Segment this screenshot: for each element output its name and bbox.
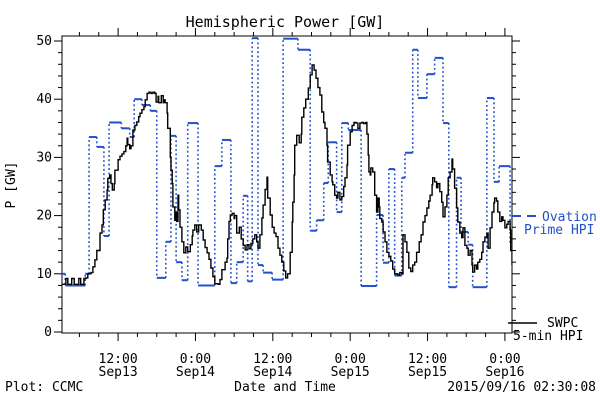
legend-ovation: Ovation Prime HPI	[512, 210, 597, 238]
x-tick-label-time: 0:00	[489, 352, 520, 367]
swpc-series	[62, 64, 512, 285]
y-tick-label: 40	[36, 92, 52, 107]
plot-timestamp: 2015/09/16 02:30:08	[447, 380, 596, 395]
x-axis-ticks: 12:00Sep130:00Sep1412:00Sep140:00Sep1512…	[78, 28, 524, 380]
y-axis-ticks: 0 10 20 30 40 50	[36, 34, 520, 340]
y-tick-label: 50	[36, 34, 52, 49]
legend-ovation-label-line1: Ovation	[542, 210, 597, 225]
x-tick-label-time: 0:00	[335, 352, 366, 367]
x-tick-label-time: 12:00	[408, 352, 447, 367]
x-tick-label-date: Sep15	[408, 365, 447, 380]
chart-title: Hemispheric Power [GW]	[186, 13, 385, 31]
y-tick-label: 0	[44, 325, 52, 340]
legend-swpc-label-line1: SWPC	[547, 316, 578, 331]
plot-box	[61, 35, 513, 334]
y-tick-label: 20	[36, 209, 52, 224]
y-axis-label: P [GW]	[4, 162, 19, 209]
x-tick-label-date: Sep13	[99, 365, 138, 380]
x-tick-label-date: Sep15	[331, 365, 370, 380]
plot-credit: Plot: CCMC	[5, 380, 83, 395]
y-tick-label: 10	[36, 267, 52, 282]
x-tick-label-time: 12:00	[253, 352, 292, 367]
legend-swpc: SWPC 5-min HPI	[508, 316, 583, 344]
x-tick-label-date: Sep14	[176, 365, 215, 380]
ovation-series	[62, 37, 512, 289]
y-tick-label: 30	[36, 150, 52, 165]
plot-generated-content: 0102030405012:00Sep130:00Sep1412:00Sep14…	[36, 28, 524, 380]
legend-swpc-label-line2: 5-min HPI	[513, 329, 583, 344]
x-axis-label: Date and Time	[234, 380, 336, 395]
x-tick-label-date: Sep16	[485, 365, 524, 380]
legend-ovation-label-line2: Prime HPI	[524, 223, 594, 238]
x-tick-label-date: Sep14	[253, 365, 292, 380]
x-tick-label-time: 0:00	[180, 352, 211, 367]
x-tick-label-time: 12:00	[99, 352, 138, 367]
